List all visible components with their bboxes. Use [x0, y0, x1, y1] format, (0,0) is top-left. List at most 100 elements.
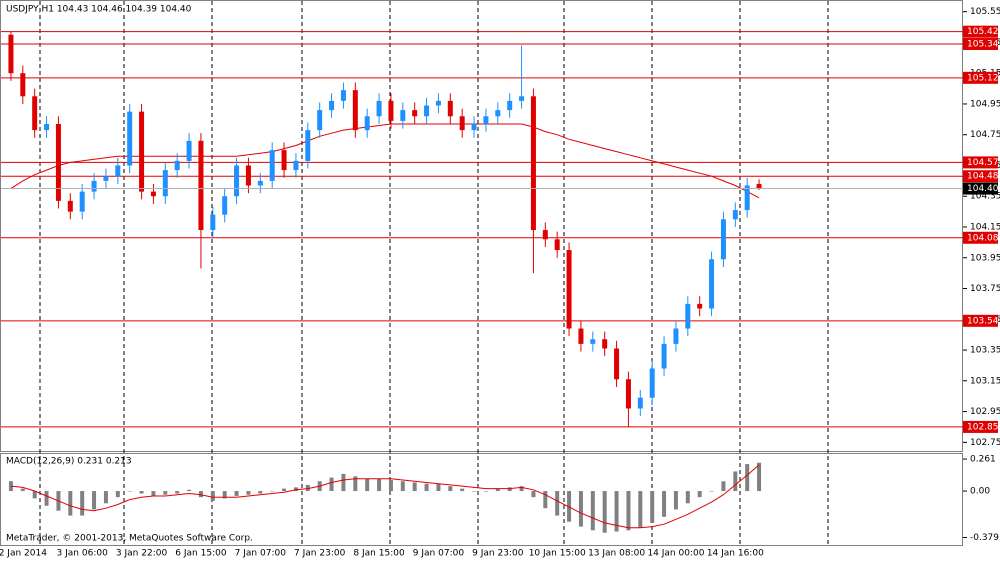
candle-body [67, 200, 73, 212]
x-tick-label: 6 Jan 15:00 [175, 549, 227, 559]
candle-body [697, 303, 703, 309]
macd-bar [650, 491, 655, 523]
y-tick-label: 104.15 [970, 223, 1000, 233]
x-tick-label: 7 Jan 23:00 [294, 549, 346, 559]
y-tick-label: 102.95 [970, 407, 1000, 417]
macd-bar [151, 491, 156, 496]
macd-bar [472, 491, 477, 492]
macd-bar [662, 491, 667, 517]
level-label: 105.42 [967, 27, 999, 37]
candle-body [198, 140, 204, 231]
macd-bar [483, 491, 488, 492]
macd-bar [543, 491, 548, 509]
macd-bar [626, 491, 631, 531]
candle-body [756, 183, 762, 189]
candle-body [566, 250, 572, 329]
macd-bar [187, 489, 192, 492]
candle-body [317, 110, 323, 131]
macd-bar [270, 491, 275, 492]
y-tick-label: 102.75 [970, 438, 1000, 448]
candle-body [435, 100, 441, 106]
chart-title: USDJPY,H1 104.43 104.46 104.39 104.40 [6, 5, 192, 15]
level-label-box [963, 420, 998, 433]
macd-bar [282, 488, 287, 492]
level-label: 104.08 [967, 233, 999, 243]
footer: MetaTrader, © 2001-2013, MetaQuotes Soft… [6, 534, 253, 544]
candle-body [483, 116, 489, 124]
macd-bar [80, 491, 85, 516]
level-label-box [963, 25, 998, 38]
macd-bar [436, 483, 441, 492]
signal-line [10, 464, 760, 529]
candle-body [614, 348, 620, 380]
candle-body [400, 110, 406, 121]
x-tick-label: 13 Jan 08:00 [588, 549, 645, 559]
candle-body [649, 368, 655, 398]
macd-bar [697, 491, 702, 498]
candle-body [424, 105, 430, 117]
macd-bar [721, 481, 726, 492]
candle-body [8, 34, 14, 74]
candle-body [625, 379, 631, 409]
x-tick-label: 14 Jan 00:00 [647, 549, 704, 559]
candle-body [590, 339, 596, 344]
candle-body [79, 191, 85, 212]
macd-bar [685, 491, 690, 504]
last-price-label: 104.40 [967, 184, 999, 194]
candle-body [245, 165, 251, 186]
level-label: 105.12 [967, 73, 999, 83]
macd-bar [293, 487, 298, 492]
candle-body [222, 196, 228, 215]
macd-bar [590, 491, 595, 531]
macd-bar [365, 478, 370, 492]
macd-bar [602, 491, 607, 533]
candle-body [376, 100, 382, 117]
y-tick-label: 105.55 [970, 7, 1000, 17]
macd-bar [258, 491, 263, 494]
candle-body [127, 111, 133, 166]
macd-bar [329, 477, 334, 492]
candle-body [507, 100, 513, 111]
x-tick-label: 3 Jan 06:00 [57, 549, 109, 559]
y-tick-label: -0.379 [970, 533, 999, 543]
candle-body [257, 180, 263, 186]
macd-bar [578, 491, 583, 527]
x-tick-label: 7 Jan 07:00 [235, 549, 287, 559]
candle-body [210, 214, 216, 231]
macd-bar [175, 491, 180, 494]
macd-bar [341, 473, 346, 492]
macd-bar [614, 491, 619, 532]
y-tick-label: 103.15 [970, 376, 1000, 386]
macd-bar [673, 491, 678, 510]
candle-body [412, 110, 418, 117]
macd-bar [448, 486, 453, 492]
candle-body [530, 96, 536, 231]
y-tick-label: 103.75 [970, 284, 1000, 294]
level-label: 104.48 [967, 172, 999, 182]
level-label-box [963, 231, 998, 244]
macd-bar [412, 482, 417, 492]
macd-bar [388, 480, 393, 492]
macd-bar [115, 491, 120, 498]
candle-body [685, 303, 691, 329]
level-label-box [963, 37, 998, 50]
candle-body [44, 123, 50, 131]
candle-body [186, 140, 192, 161]
macd-bar [709, 491, 714, 492]
candle-body [542, 230, 548, 240]
macd-bar [20, 488, 25, 492]
macd-bar [44, 491, 49, 506]
candle-body [269, 150, 275, 181]
macd-bar [234, 491, 239, 496]
candle-body [281, 150, 287, 171]
level-label: 103.54 [967, 316, 999, 326]
candle-body [305, 130, 311, 161]
last-price-box [963, 182, 998, 195]
macd-bar [353, 476, 358, 492]
candle-body [673, 328, 679, 344]
y-tick-label: 104.75 [970, 130, 1000, 140]
candle-body [554, 239, 560, 251]
candle-body [150, 191, 156, 197]
candle-body [637, 397, 643, 409]
candle-body [661, 343, 667, 369]
